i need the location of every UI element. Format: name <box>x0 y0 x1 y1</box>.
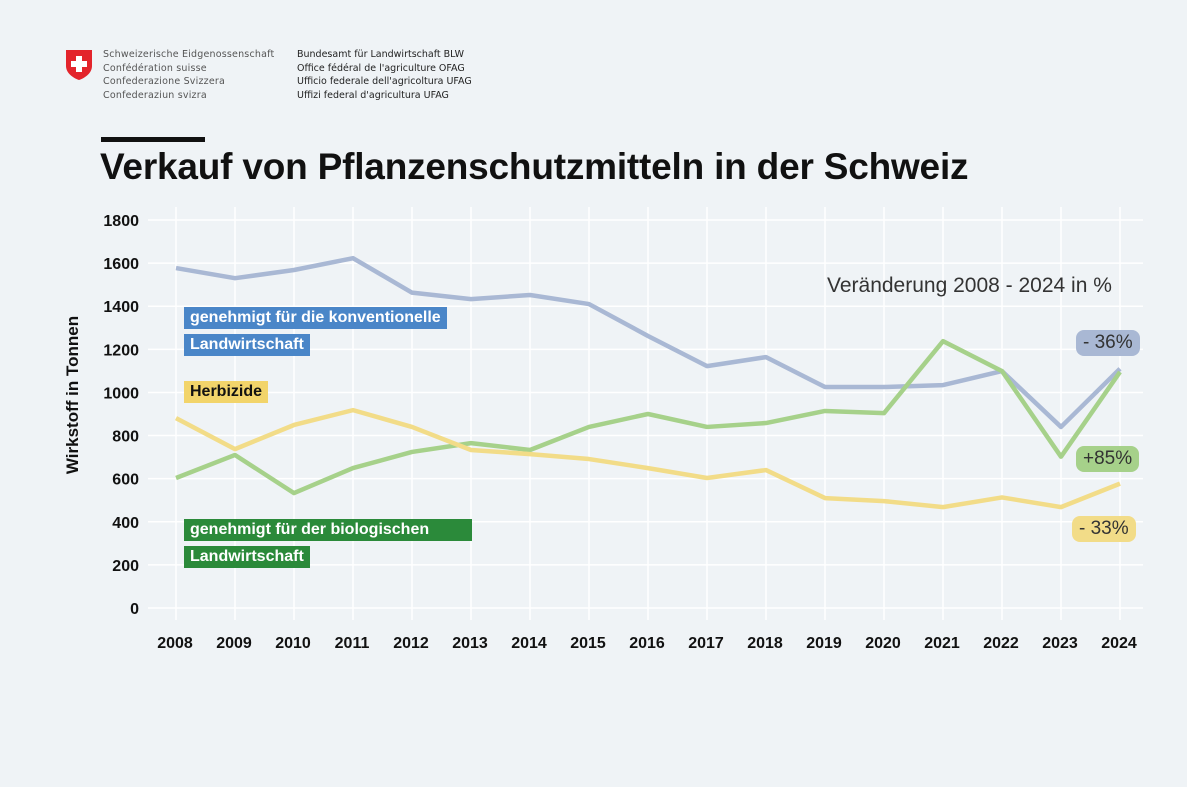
y-axis-label: Wirkstoff in Tonnen <box>63 316 82 474</box>
x-tick-label: 2023 <box>1042 635 1078 652</box>
org-line: Confédération suisse <box>103 62 207 74</box>
series-lines <box>174 255 1122 510</box>
y-tick-label: 800 <box>112 429 139 446</box>
title-accent-bar <box>101 137 205 142</box>
x-tick-labels: 2008 2009 2010 2011 2012 2013 2014 2015 2016 2017… <box>157 635 1137 652</box>
y-tick-label: 0 <box>130 601 139 618</box>
x-tick-label: 2018 <box>747 635 783 652</box>
y-tick-label: 1200 <box>103 342 139 359</box>
chart-title: Verkauf von Pflanzenschutzmitteln in der… <box>100 146 969 187</box>
y-tick-labels: 0 200 400 600 800 1000 1200 1400 1600 1800 <box>103 213 139 618</box>
grid <box>148 207 1143 620</box>
series-label-organic-line2: Landwirtschaft <box>184 546 310 568</box>
office-line: Office fédéral de l'agriculture OFAG <box>297 62 465 74</box>
x-tick-label: 2010 <box>275 635 311 652</box>
x-tick-label: 2014 <box>511 635 547 652</box>
office-name-block: Bundesamt für Landwirtschaft BLW Office … <box>297 48 472 102</box>
y-tick-label: 1800 <box>103 213 139 230</box>
swiss-coat-of-arms-icon <box>66 50 92 80</box>
org-line: Confederazione Svizzera <box>103 76 226 87</box>
series-label-conventional-line1: genehmigt für die konventionelle <box>184 307 447 329</box>
x-tick-label: 2024 <box>1101 635 1137 652</box>
x-tick-label: 2016 <box>629 635 665 652</box>
change-badge-herbicides: - 33% <box>1072 516 1136 542</box>
office-line: Uffizi federal d'agricultura UFAG <box>297 89 449 101</box>
x-tick-label: 2020 <box>865 635 901 652</box>
x-tick-label: 2013 <box>452 635 488 652</box>
series-label-herbicides: Herbizide <box>184 381 269 403</box>
federal-name-block: Schweizerische Eidgenossenschaft Confédé… <box>103 48 274 102</box>
x-tick-label: 2022 <box>983 635 1019 652</box>
x-tick-label: 2009 <box>216 635 252 652</box>
x-tick-label: 2017 <box>688 635 724 652</box>
org-line: Schweizerische Eidgenossenschaft <box>103 49 275 60</box>
change-badge-conventional: - 36% <box>1076 330 1140 356</box>
y-tick-label: 1000 <box>103 385 139 402</box>
office-line: Bundesamt für Landwirtschaft BLW <box>297 49 464 60</box>
x-tick-label: 2008 <box>157 635 193 652</box>
y-tick-label: 1600 <box>103 256 139 273</box>
series-label-organic-line1: genehmigt für der biologischen <box>184 519 472 541</box>
y-tick-label: 1400 <box>103 299 139 316</box>
change-annotation-title: Veränderung 2008 - 2024 in % <box>827 274 1112 297</box>
office-line: Ufficio federale dell'agricoltura UFAG <box>297 76 472 87</box>
x-tick-label: 2021 <box>924 635 960 652</box>
x-tick-label: 2012 <box>393 635 429 652</box>
series-label-conventional-line2: Landwirtschaft <box>184 334 310 356</box>
x-tick-label: 2011 <box>335 635 370 652</box>
y-tick-label: 600 <box>112 472 139 489</box>
y-tick-label: 400 <box>112 515 139 532</box>
x-tick-label: 2019 <box>806 635 842 652</box>
change-badge-organic: +85% <box>1076 446 1140 472</box>
y-tick-label: 200 <box>112 558 139 575</box>
org-line: Confederaziun svizra <box>103 89 207 101</box>
x-tick-label: 2015 <box>570 635 606 652</box>
